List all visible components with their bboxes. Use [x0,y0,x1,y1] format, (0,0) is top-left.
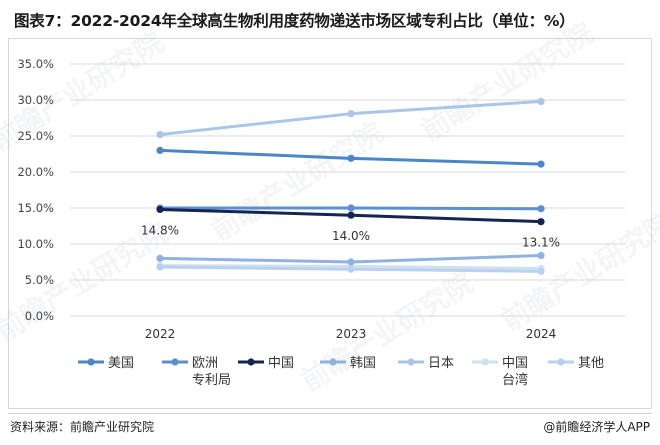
series-point [156,130,164,139]
series-point [347,154,355,162]
series-point [347,265,355,273]
legend-label: 专利局 [192,373,231,388]
x-tick-label: 2022 [145,327,176,341]
legend-label: 中国 [502,356,528,371]
legend-marker [329,358,337,366]
y-tick-label: 30.0% [17,93,54,107]
legend-label: 韩国 [350,356,376,371]
legend-label: 日本 [428,356,454,371]
series-point [156,263,164,271]
series-point [537,267,545,275]
x-tick-label: 2024 [526,327,557,341]
y-tick-label: 15.0% [17,201,54,215]
data-label: 14.0% [332,229,370,243]
watermark-text: 前瞻产业研究院 [415,16,599,148]
series-point [347,258,355,266]
series-point [156,146,164,154]
legend-marker [247,358,255,366]
series-point [156,205,164,214]
source-note: 资料来源：前瞻产业研究院 [10,420,155,434]
chart-title: 图表7：2022-2024年全球高生物利用度药物递送市场区域专利占比（单位：%） [14,12,575,30]
data-label: 13.1% [522,236,560,250]
legend-marker [557,358,565,366]
series-point [347,204,355,212]
legend-marker [171,358,179,366]
legend-label: 欧洲 [192,356,218,371]
y-tick-label: 10.0% [17,237,54,251]
y-tick-label: 20.0% [17,165,54,179]
data-label: 14.8% [141,223,179,237]
chart-frame [8,38,652,409]
y-tick-label: 0.0% [25,309,54,323]
series-point [537,160,545,168]
legend-label: 台湾 [502,372,528,388]
series-point [156,254,164,262]
legend-label: 中国 [268,356,294,371]
legend-label: 美国 [108,356,134,371]
series-point [537,205,545,213]
y-tick-label: 35.0% [17,57,54,71]
series-point [537,251,545,260]
y-tick-label: 25.0% [17,129,54,143]
footer-divider [8,413,652,414]
series-point [347,211,355,219]
legend-marker [481,358,489,366]
legend-marker [87,358,95,366]
series-point [537,97,545,106]
legend-marker [407,358,415,366]
series-point [347,110,355,118]
watermark-text: 前瞻产业研究院 [295,266,479,398]
brand-credit: @前瞻经济学人APP [543,420,650,434]
legend-label: 其他 [578,356,604,371]
series-point [537,218,545,226]
y-tick-label: 5.0% [25,273,54,287]
x-tick-label: 2023 [336,327,367,341]
